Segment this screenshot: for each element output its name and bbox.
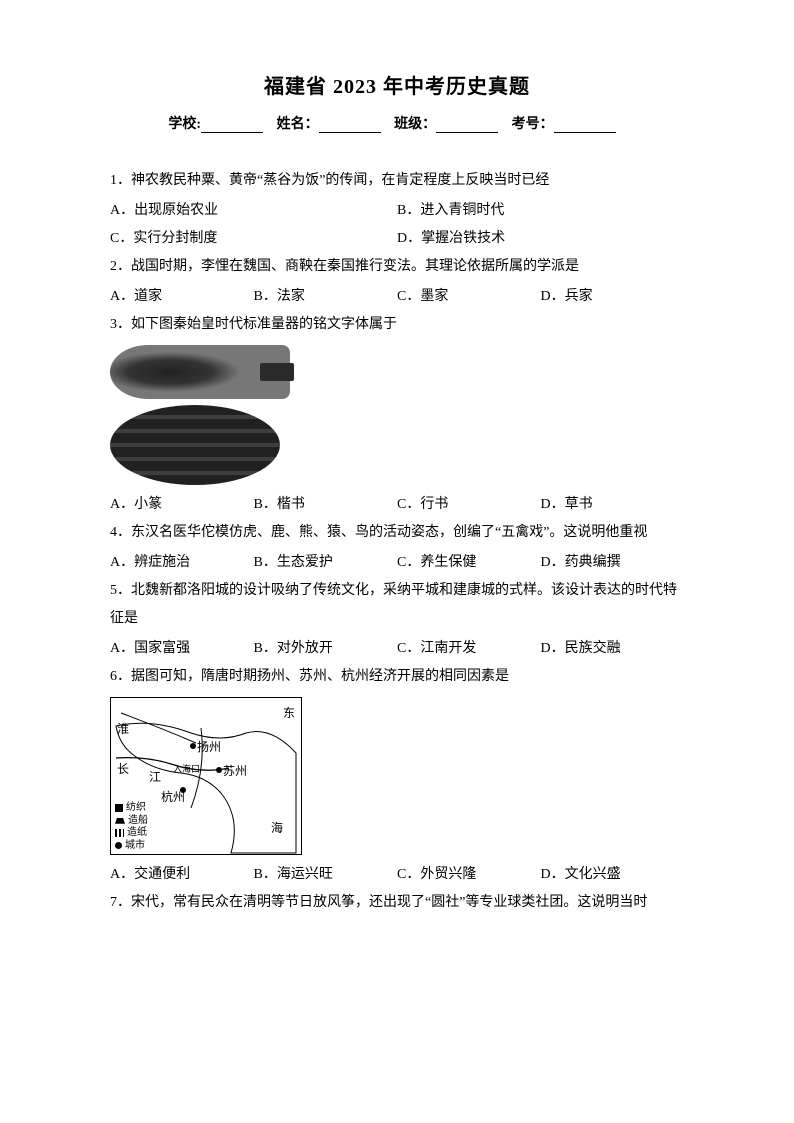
map-label-entry: 入海口 xyxy=(173,762,200,775)
q3-option-b[interactable]: B．楷书 xyxy=(254,491,398,519)
q2-option-d[interactable]: D．兵家 xyxy=(541,283,685,311)
q5-options: A．国家富强 B．对外放开 C．江南开发 D．民族交融 xyxy=(110,635,684,663)
map-legend: 纺织 造船 造纸 城市 xyxy=(115,802,148,852)
q2-option-b[interactable]: B．法家 xyxy=(254,283,398,311)
q5-option-b[interactable]: B．对外放开 xyxy=(254,635,398,663)
legend-zaozhi: 造纸 xyxy=(127,827,147,840)
examno-label: 考号： xyxy=(512,117,554,132)
map-label-hangzhou: 杭州 xyxy=(161,788,185,805)
q6-option-b[interactable]: B．海运兴旺 xyxy=(254,861,398,889)
q4-option-a[interactable]: A．辨症施治 xyxy=(110,549,254,577)
q6-option-a[interactable]: A．交通便利 xyxy=(110,861,254,889)
school-blank[interactable] xyxy=(201,118,263,133)
q4-option-c[interactable]: C．养生保健 xyxy=(397,549,541,577)
map-label-suzhou: 苏州 xyxy=(223,762,247,779)
q6-option-d[interactable]: D．文化兴盛 xyxy=(541,861,685,889)
q3-options: A．小篆 B．楷书 C．行书 D．草书 xyxy=(110,491,684,519)
q6-stem: 6．据图可知，隋唐时期扬州、苏州、杭州经济开展的相同因素是 xyxy=(110,663,684,691)
map-label-sea: 海 xyxy=(271,819,283,836)
q2-option-a[interactable]: A．道家 xyxy=(110,283,254,311)
q1-stem: 1．神农教民种粟、黄帝“蒸谷为饭”的传闻，在肯定程度上反映当时已经 xyxy=(110,167,684,195)
map-label-east: 东 xyxy=(283,704,295,721)
q7-stem: 7．宋代，常有民众在清明等节日放风筝，还出现了“圆社”等专业球类社团。这说明当时 xyxy=(110,889,684,917)
q5-option-a[interactable]: A．国家富强 xyxy=(110,635,254,663)
map-label-jiang: 江 xyxy=(149,768,161,785)
q2-options: A．道家 B．法家 C．墨家 D．兵家 xyxy=(110,283,684,311)
q5-option-d[interactable]: D．民族交融 xyxy=(541,635,685,663)
q1-option-c[interactable]: C．实行分封制度 xyxy=(110,225,397,253)
map-label-chang: 长 xyxy=(117,760,129,777)
name-blank[interactable] xyxy=(319,118,381,133)
legend-zaozhi-icon xyxy=(115,829,124,837)
legend-fangzhi-icon xyxy=(115,804,123,812)
examno-blank[interactable] xyxy=(554,118,616,133)
q1-option-b[interactable]: B．进入青铜时代 xyxy=(397,197,684,225)
q6-options: A．交通便利 B．海运兴旺 C．外贸兴隆 D．文化兴盛 xyxy=(110,861,684,889)
exam-page: 福建省 2023 年中考历史真题 学校: 姓名： 班级： 考号： 1．神农教民种… xyxy=(0,0,794,959)
name-label: 姓名： xyxy=(277,117,319,132)
q4-stem: 4．东汉名医华佗模仿虎、鹿、熊、猿、鸟的活动姿态，创编了“五禽戏”。这说明他重视 xyxy=(110,519,684,547)
q2-stem: 2．战国时期，李悝在魏国、商鞅在秦国推行变法。其理论依据所属的学派是 xyxy=(110,253,684,281)
q2-option-c[interactable]: C．墨家 xyxy=(397,283,541,311)
q6-map: 东 淮 长 江 海 扬州 苏州 杭州 入海口 纺织 造船 造纸 城市 xyxy=(110,697,302,855)
q5-stem: 5．北魏新都洛阳城的设计吸纳了传统文化，采纳平城和建康城的式样。该设计表达的时代… xyxy=(110,577,684,633)
q4-option-d[interactable]: D．药典编撰 xyxy=(541,549,685,577)
legend-fangzhi: 纺织 xyxy=(126,802,146,815)
legend-chengshi: 城市 xyxy=(125,840,145,853)
q6-option-c[interactable]: C．外贸兴隆 xyxy=(397,861,541,889)
school-label: 学校: xyxy=(168,117,201,132)
q1-option-d[interactable]: D．掌握冶铁技术 xyxy=(397,225,684,253)
q1-option-a[interactable]: A．出现原始农业 xyxy=(110,197,397,225)
q3-stem: 3．如下图秦始皇时代标准量器的铭文字体属于 xyxy=(110,311,684,339)
q3-figure xyxy=(110,345,684,485)
q3-option-d[interactable]: D．草书 xyxy=(541,491,685,519)
map-label-yangzhou: 扬州 xyxy=(197,738,221,755)
legend-chengshi-icon xyxy=(115,842,122,849)
class-label: 班级： xyxy=(394,117,436,132)
artifact-vessel-icon xyxy=(110,345,290,399)
q4-option-b[interactable]: B．生态爱护 xyxy=(254,549,398,577)
map-label-huai: 淮 xyxy=(117,720,129,737)
q4-options: A．辨症施治 B．生态爱护 C．养生保健 D．药典编撰 xyxy=(110,549,684,577)
legend-zaochuan: 造船 xyxy=(128,815,148,828)
page-title: 福建省 2023 年中考历史真题 xyxy=(110,70,684,99)
q3-option-c[interactable]: C．行书 xyxy=(397,491,541,519)
class-blank[interactable] xyxy=(436,118,498,133)
q3-option-a[interactable]: A．小篆 xyxy=(110,491,254,519)
artifact-inscription-icon xyxy=(110,405,280,485)
legend-zaochuan-icon xyxy=(115,818,125,824)
q5-option-c[interactable]: C．江南开发 xyxy=(397,635,541,663)
q1-options: A．出现原始农业 B．进入青铜时代 C．实行分封制度 D．掌握冶铁技术 xyxy=(110,197,684,253)
student-info-line: 学校: 姓名： 班级： 考号： xyxy=(110,113,684,133)
